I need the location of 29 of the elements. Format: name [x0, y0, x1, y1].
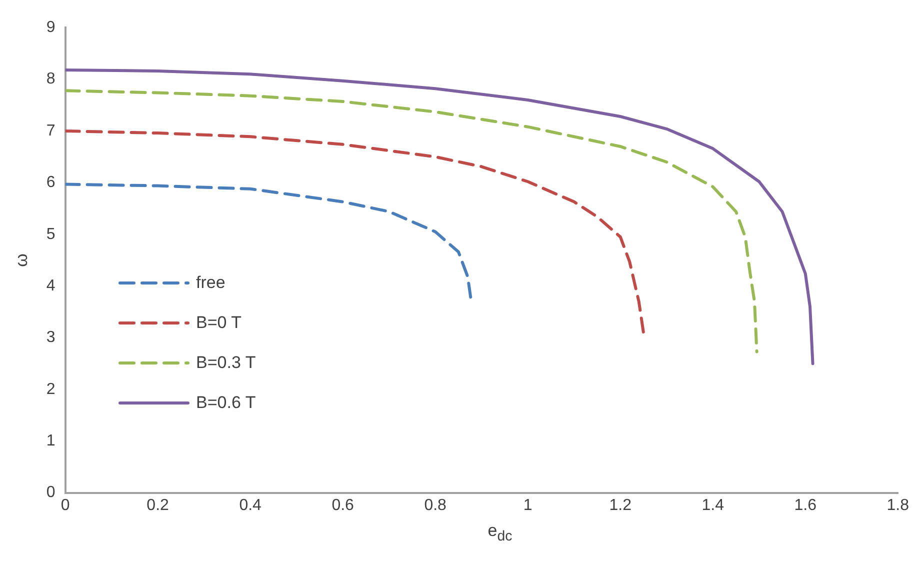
y-tick-label: 9: [46, 19, 56, 36]
legend-label: B=0 T: [196, 313, 242, 333]
y-tick-label: 1: [46, 432, 56, 450]
legend-label: B=0.3 T: [196, 353, 256, 373]
x-tick-label: 1.4: [702, 496, 724, 514]
x-tick-label: 0.4: [239, 496, 262, 514]
x-tick-label: 1: [523, 496, 532, 514]
x-tick-label: 0: [60, 496, 70, 514]
x-tick-label: 0.8: [424, 496, 447, 514]
y-tick-label: 2: [46, 380, 56, 398]
x-tick-label: 0.2: [146, 496, 170, 514]
y-tick-label: 6: [46, 174, 56, 192]
legend-label: B=0.6 T: [196, 393, 256, 413]
y-tick-label: 5: [46, 226, 56, 243]
y-tick-label: 0: [46, 484, 56, 502]
line-series: [65, 182, 472, 301]
x-axis-title: e$_{dc}$: [486, 521, 514, 544]
x-tick-label: 0.6: [332, 496, 354, 514]
y-axis-title: ω: [12, 254, 31, 267]
line-series: [65, 89, 758, 354]
x-tick-label: 1.2: [609, 496, 632, 514]
y-tick-label: 4: [46, 277, 56, 294]
line-series: [65, 129, 645, 334]
y-tick-label: 3: [46, 329, 56, 346]
legend-label: free: [196, 273, 226, 293]
x-tick-label: 1.8: [886, 496, 910, 514]
y-tick-label: 8: [46, 70, 56, 88]
x-tick-label: 1.6: [794, 496, 817, 514]
y-tick-label: 7: [46, 122, 56, 140]
